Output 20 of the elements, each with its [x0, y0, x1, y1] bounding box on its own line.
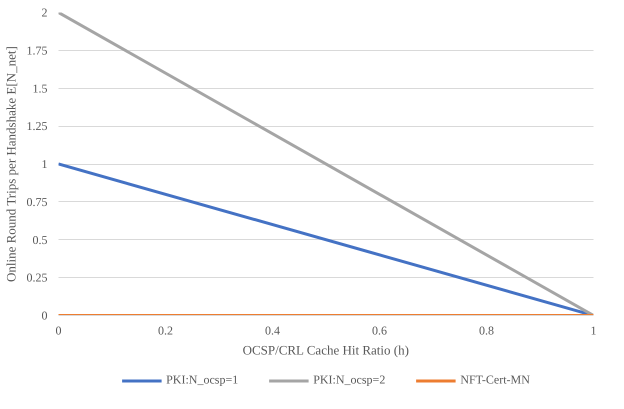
- x-tick-label: 0.4: [265, 324, 280, 338]
- x-tick-label: 1: [590, 324, 596, 338]
- legend-label: PKI:N_ocsp=1: [166, 372, 238, 388]
- y-axis-title: Online Round Trips per Handshake E[N_net]: [4, 46, 18, 282]
- y-tick-label: 1: [42, 157, 48, 171]
- x-tick-label: 0: [56, 324, 62, 338]
- y-tick-label: 1.25: [26, 119, 48, 134]
- y-tick-label: 1.75: [26, 43, 48, 58]
- y-tick-label: 0.75: [26, 194, 48, 209]
- y-tick-label: 0: [42, 308, 48, 322]
- legend-label: PKI:N_ocsp=2: [313, 372, 386, 388]
- y-tick-label: 0.5: [32, 232, 48, 247]
- x-axis-title: OCSP/CRL Cache Hit Ratio (h): [242, 342, 409, 358]
- y-tick-label: 0.25: [26, 270, 48, 285]
- y-tick-label: 1.5: [32, 81, 48, 96]
- x-tick-label: 0.2: [158, 324, 173, 338]
- x-tick-label: 0.6: [372, 324, 387, 338]
- y-tick-label: 2: [42, 6, 48, 20]
- x-tick-label: 0.8: [479, 324, 494, 338]
- legend-label: NFT-Cert-MN: [460, 372, 530, 388]
